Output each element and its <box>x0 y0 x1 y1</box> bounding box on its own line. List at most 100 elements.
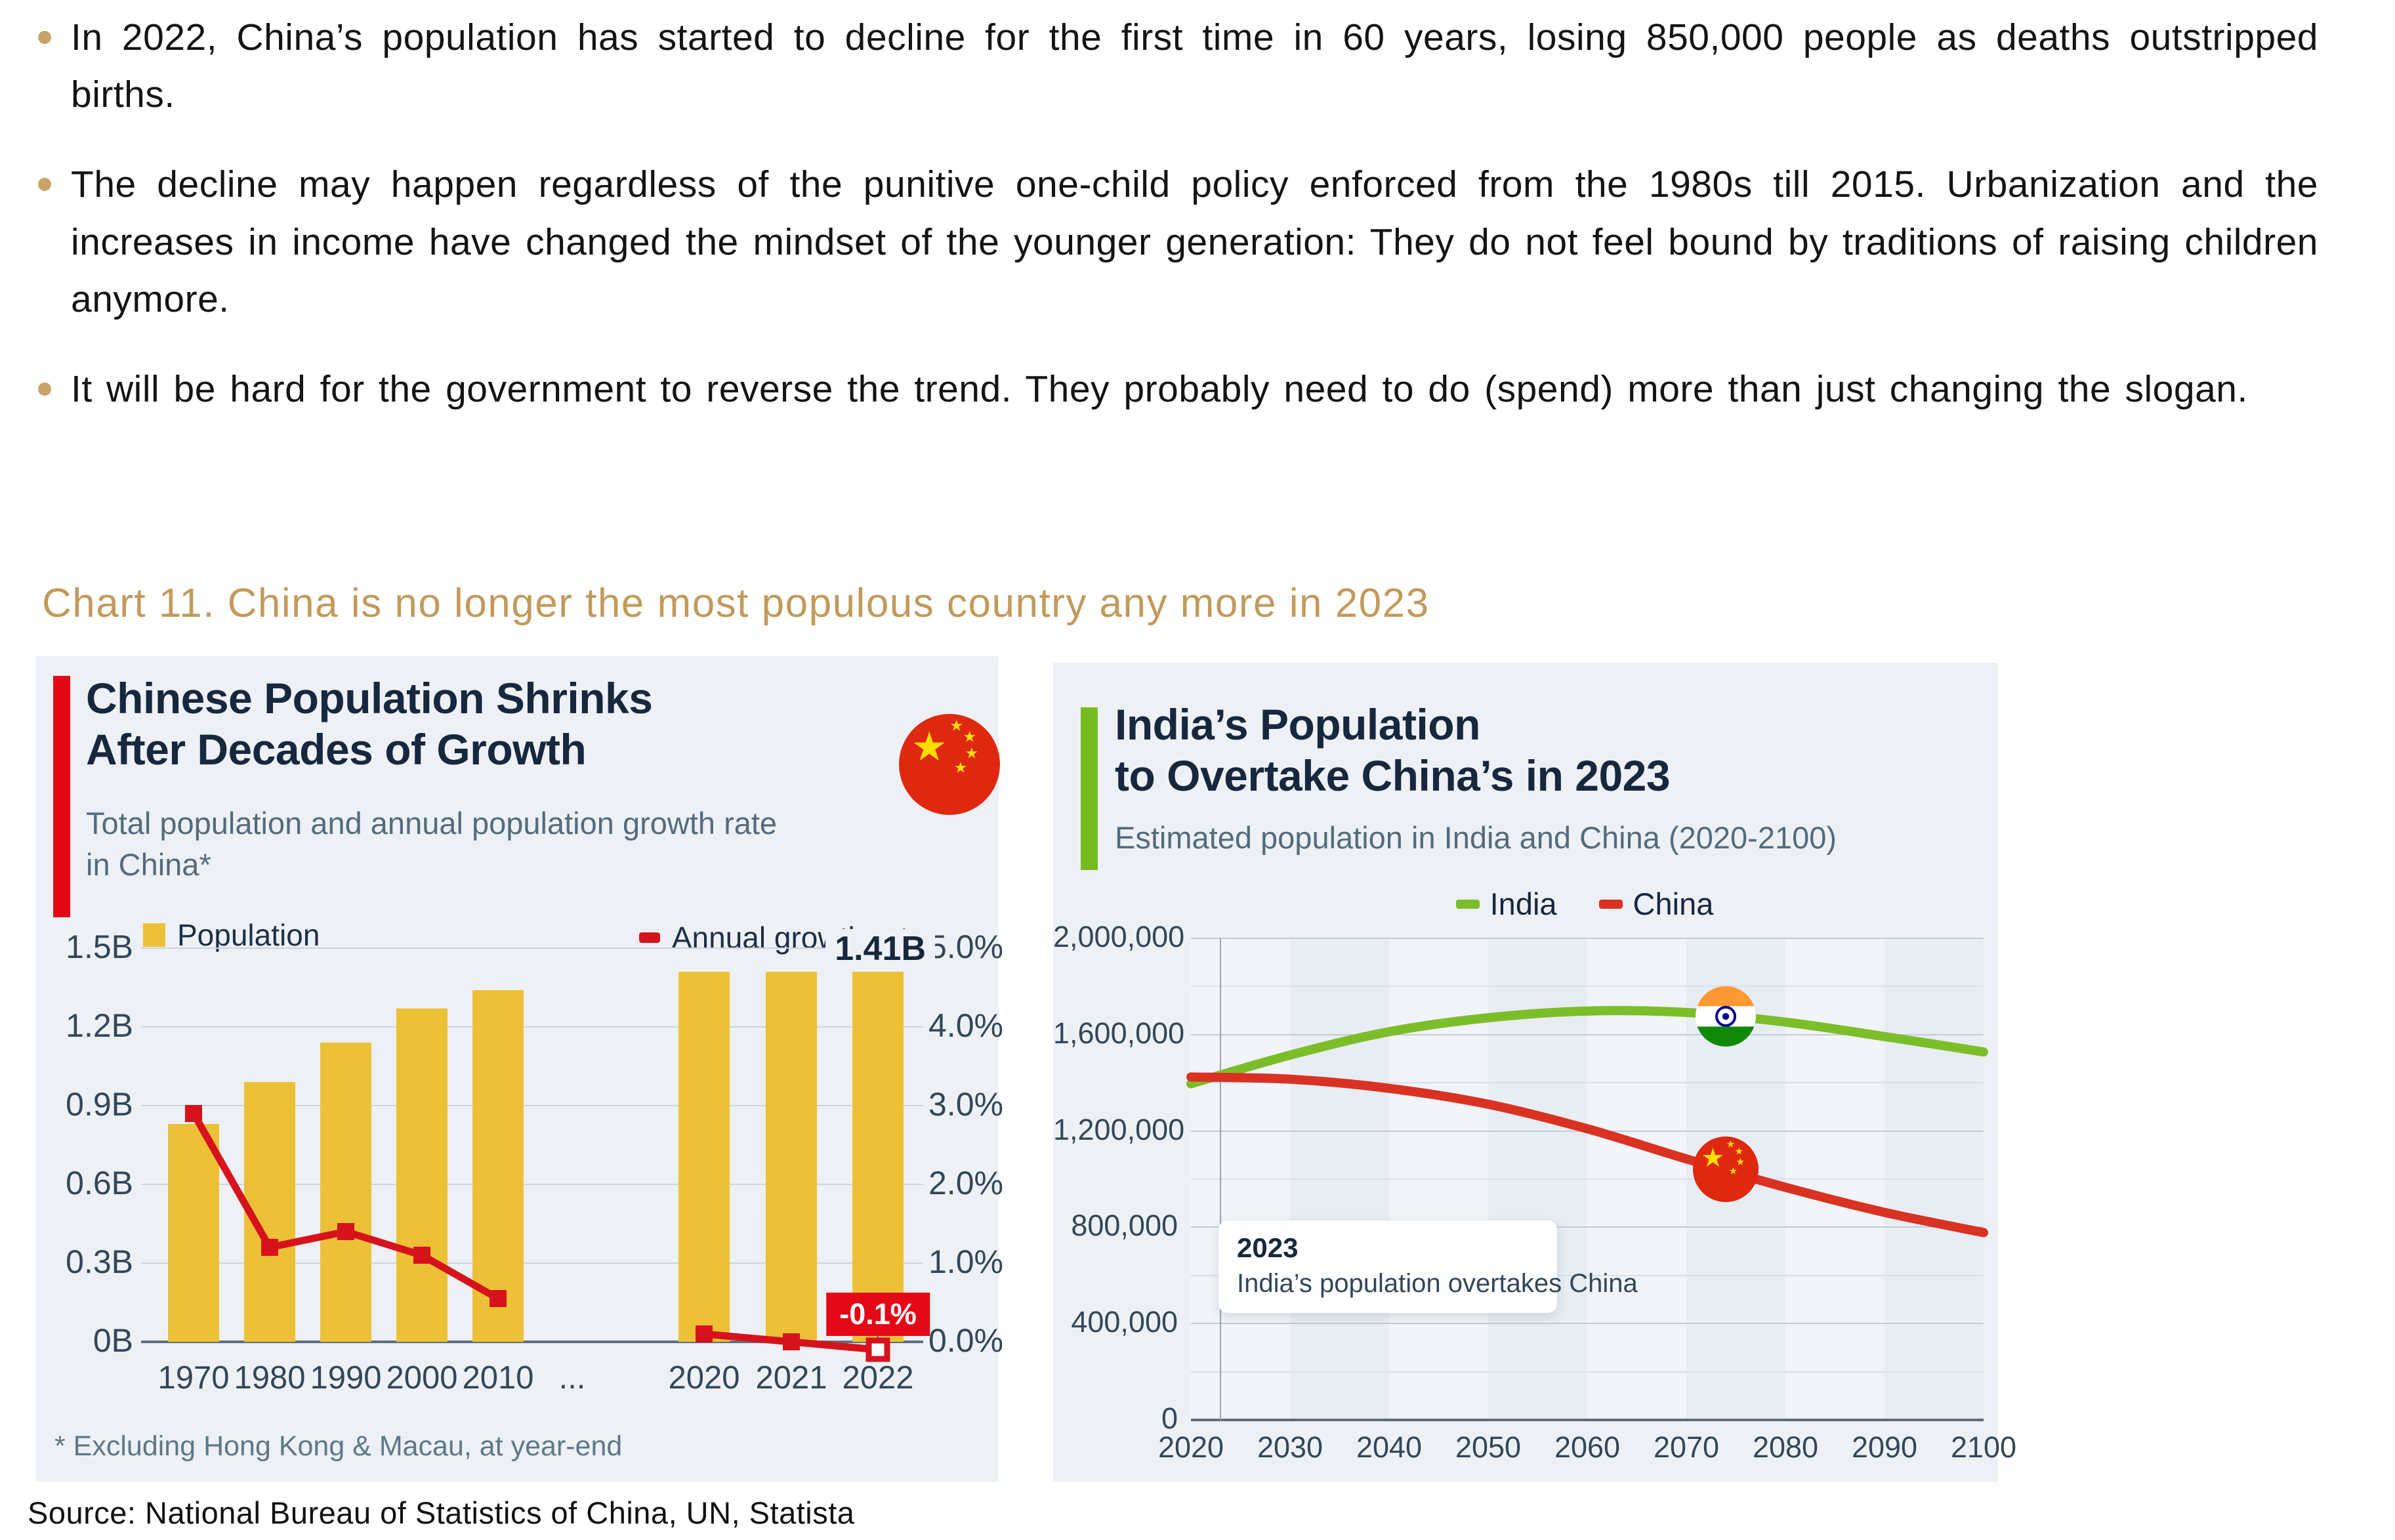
x-axis-tick: 2000 <box>386 1360 458 1396</box>
y-axis-tick-left: 1.5B <box>66 928 133 965</box>
chart-subtitle: Estimated population in India and China … <box>1115 820 1837 855</box>
y-axis-tick: 0 <box>1161 1402 1178 1435</box>
population-bar <box>396 1009 448 1342</box>
event-year-line <box>1220 938 1222 1420</box>
x-axis-tick: 2020 <box>1157 1430 1224 1464</box>
bullet-text: It will be hard for the government to re… <box>71 368 2248 411</box>
minor-gridline <box>1191 1082 1984 1084</box>
ashoka-chakra-icon <box>1715 1005 1737 1027</box>
gridline <box>1191 1323 1984 1325</box>
population-bar <box>852 972 904 1342</box>
star-icon: ★ <box>1701 1144 1725 1173</box>
star-icon: ★ <box>1728 1165 1738 1177</box>
legend-item-china: China <box>1598 886 1713 922</box>
gridline <box>141 1184 923 1185</box>
x-axis-tick: 2010 <box>462 1360 534 1396</box>
x-axis-tick: 1980 <box>234 1360 306 1396</box>
gridline <box>1191 1033 1984 1035</box>
x-axis-tick: 2050 <box>1455 1430 1522 1464</box>
event-tooltip: 2023 India’s population overtakes China <box>1218 1220 1638 1313</box>
y-axis-tick-right: 4.0% <box>928 1007 1003 1044</box>
bullet-item: It will be hard for the government to re… <box>38 361 2318 418</box>
event-text: India’s population overtakes China <box>1237 1269 1638 1298</box>
y-axis-tick: 800,000 <box>1071 1209 1178 1243</box>
chart-title-line1: Chinese Population Shrinks <box>86 674 653 722</box>
minor-gridline <box>1191 1178 1984 1180</box>
chart-title-line1: India’s Population <box>1115 700 1480 749</box>
minor-gridline <box>1191 1274 1984 1276</box>
star-icon: ★ <box>1726 1138 1736 1150</box>
y-axis-tick-left: 0.6B <box>66 1165 133 1201</box>
star-icon: ★ <box>949 717 964 734</box>
x-axis-tick: ... <box>558 1360 586 1396</box>
y-axis-tick-left: 0B <box>93 1322 133 1359</box>
y-axis-tick: 1,600,000 <box>1053 1016 1185 1050</box>
negative-growth-callout: -0.1% <box>826 1293 930 1336</box>
star-icon: ★ <box>963 728 977 745</box>
gridline <box>1191 938 1984 939</box>
star-icon: ★ <box>953 759 968 776</box>
population-legend-swatch <box>143 923 165 947</box>
x-axis-line <box>141 1341 923 1343</box>
y-axis-tick-right: 5.0% <box>928 928 1003 965</box>
gridline <box>141 1262 923 1264</box>
accent-bar <box>1081 707 1098 870</box>
star-icon: ★ <box>911 724 948 770</box>
y-axis-tick-right: 1.0% <box>928 1243 1003 1280</box>
x-axis-tick: 2020 <box>668 1360 740 1396</box>
india-legend-swatch <box>1455 899 1480 909</box>
y-axis-tick: 1,200,000 <box>1053 1112 1185 1146</box>
y-axis-tick-left: 0.9B <box>66 1086 133 1123</box>
india-flag-icon <box>1696 986 1757 1047</box>
bullet-list: In 2022, China’s population has started … <box>38 9 2318 451</box>
chart-panel-china-population: Chinese Population Shrinks After Decades… <box>36 656 1003 1482</box>
chart-title-line2: to Overtake China’s in 2023 <box>1115 751 1671 800</box>
x-axis-tick: 1990 <box>310 1360 382 1396</box>
x-axis-tick: 2022 <box>842 1360 914 1396</box>
legend-item-population: Population <box>143 917 320 953</box>
star-icon: ★ <box>965 744 979 762</box>
x-axis-tick: 2060 <box>1554 1430 1621 1464</box>
y-axis-tick: 2,000,000 <box>1053 920 1185 953</box>
bullet-marker-icon <box>38 178 51 192</box>
bullet-marker-icon <box>38 383 51 396</box>
source-line: Source: National Bureau of Statistics of… <box>28 1495 855 1530</box>
chart-subtitle: Total population and annual population g… <box>86 806 778 882</box>
x-axis-tick: 2030 <box>1257 1430 1323 1464</box>
gridline <box>141 947 923 949</box>
y-axis-tick-right: 2.0% <box>928 1165 1003 1201</box>
last-bar-value-label: 1.41B <box>825 929 935 968</box>
y-axis-tick-right: 0.0% <box>928 1322 1003 1359</box>
population-bar <box>168 1124 219 1342</box>
y-axis-tick-right: 3.0% <box>928 1086 1003 1123</box>
x-axis-tick: 2070 <box>1653 1430 1720 1464</box>
china-legend-swatch <box>1598 899 1623 909</box>
growth-rate-legend-swatch <box>638 932 660 943</box>
x-axis-line <box>1191 1419 1984 1421</box>
minor-gridline <box>1191 1371 1984 1373</box>
gridline <box>141 1105 923 1106</box>
y-axis-tick: 400,000 <box>1071 1305 1178 1339</box>
chart-title: India’s Population to Overtake China’s i… <box>1115 699 1671 802</box>
population-bar <box>766 972 817 1342</box>
star-icon: ★ <box>1734 1146 1744 1157</box>
bullet-text: The decline may happen regardless of the… <box>71 163 2318 320</box>
section-title: Chart 11. China is no longer the most po… <box>42 581 1430 626</box>
accent-bar <box>53 676 70 917</box>
x-axis-tick: 2080 <box>1752 1430 1819 1464</box>
bullet-item: In 2022, China’s population has started … <box>38 9 2318 123</box>
event-year: 2023 <box>1237 1232 1299 1263</box>
bullet-text: In 2022, China’s population has started … <box>71 16 2318 116</box>
population-bar <box>320 1043 371 1342</box>
gridline <box>141 1026 923 1028</box>
population-bar <box>244 1082 295 1342</box>
gridline <box>1191 1130 1984 1132</box>
chart-panel-india-overtakes-china: India’s Population to Overtake China’s i… <box>1053 663 2016 1482</box>
bullet-item: The decline may happen regardless of the… <box>38 156 2318 328</box>
population-bar <box>472 990 524 1342</box>
x-axis-tick: 2090 <box>1851 1430 1918 1464</box>
x-axis-tick: 1970 <box>157 1360 230 1396</box>
population-bar <box>678 972 730 1342</box>
y-axis-tick-left: 0.3B <box>66 1243 133 1280</box>
